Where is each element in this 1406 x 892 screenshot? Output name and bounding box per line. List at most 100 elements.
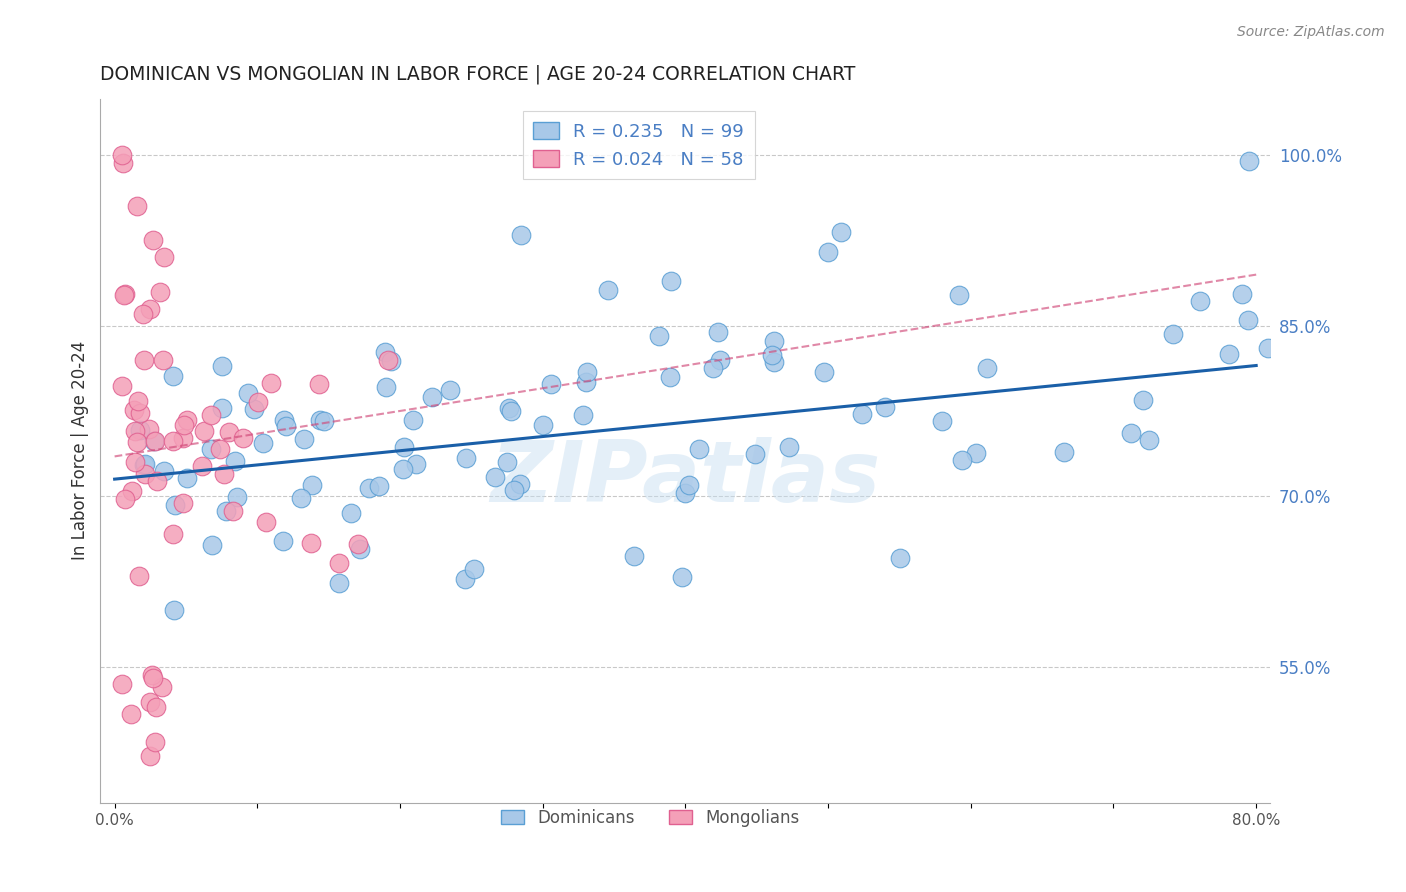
Point — [111, 155, 134, 169]
Point — [706, 325, 728, 339]
Point — [128, 423, 150, 437]
Point — [761, 348, 783, 362]
Point — [309, 412, 332, 426]
Point — [208, 442, 231, 456]
Point — [463, 562, 485, 576]
Point — [1052, 445, 1074, 459]
Point — [120, 706, 142, 721]
Point — [112, 288, 135, 302]
Text: Source: ZipAtlas.com: Source: ZipAtlas.com — [1237, 25, 1385, 39]
Point — [153, 464, 176, 478]
Point — [763, 354, 786, 368]
Point — [139, 301, 162, 316]
Point — [374, 344, 396, 359]
Point — [162, 527, 184, 541]
Point — [139, 749, 162, 764]
Point — [134, 352, 156, 367]
Point — [394, 440, 416, 454]
Point — [111, 148, 134, 162]
Point — [211, 359, 233, 373]
Point — [392, 461, 415, 475]
Point — [232, 431, 254, 445]
Point — [212, 467, 235, 481]
Point — [201, 538, 224, 552]
Point — [301, 478, 323, 492]
Point — [215, 504, 238, 518]
Point — [125, 435, 148, 450]
Point — [439, 384, 461, 398]
Point — [484, 469, 506, 483]
Point — [138, 422, 160, 436]
Point — [142, 434, 165, 448]
Point — [367, 479, 389, 493]
Point — [225, 490, 247, 504]
Point — [153, 251, 176, 265]
Point — [143, 434, 166, 448]
Point — [659, 369, 682, 384]
Point — [508, 477, 530, 491]
Point — [496, 455, 519, 469]
Point — [141, 667, 163, 681]
Point — [247, 395, 270, 409]
Point — [349, 542, 371, 557]
Point — [1132, 393, 1154, 408]
Point — [623, 549, 645, 563]
Point — [1257, 341, 1279, 355]
Point — [308, 377, 330, 392]
Point — [889, 550, 911, 565]
Point — [671, 569, 693, 583]
Point — [254, 515, 277, 529]
Point — [176, 471, 198, 485]
Point — [510, 227, 533, 242]
Point — [292, 432, 315, 446]
Point — [347, 537, 370, 551]
Point — [162, 368, 184, 383]
Point — [301, 536, 323, 550]
Point — [260, 376, 283, 390]
Point — [114, 286, 136, 301]
Point — [176, 413, 198, 427]
Point — [1161, 327, 1184, 342]
Point — [222, 504, 245, 518]
Point — [817, 244, 839, 259]
Point — [143, 735, 166, 749]
Text: ZIPatlas: ZIPatlas — [491, 437, 880, 520]
Point — [976, 360, 998, 375]
Point — [374, 380, 396, 394]
Point — [191, 459, 214, 474]
Point — [501, 403, 523, 417]
Point — [830, 225, 852, 239]
Point — [111, 379, 134, 393]
Point — [238, 386, 260, 401]
Point — [129, 406, 152, 420]
Point — [1189, 293, 1212, 308]
Point — [125, 199, 148, 213]
Point — [778, 440, 800, 454]
Point — [121, 483, 143, 498]
Point — [1218, 347, 1240, 361]
Point — [596, 283, 619, 297]
Point — [340, 506, 363, 520]
Point — [142, 671, 165, 685]
Point — [931, 414, 953, 428]
Point — [224, 454, 246, 468]
Point — [145, 699, 167, 714]
Point — [702, 360, 724, 375]
Point — [965, 446, 987, 460]
Point — [150, 680, 173, 694]
Point — [172, 431, 194, 445]
Point — [575, 375, 598, 389]
Point — [498, 401, 520, 415]
Point — [647, 328, 669, 343]
Point — [659, 274, 682, 288]
Point — [152, 352, 174, 367]
Point — [875, 400, 897, 414]
Text: DOMINICAN VS MONGOLIAN IN LABOR FORCE | AGE 20-24 CORRELATION CHART: DOMINICAN VS MONGOLIAN IN LABOR FORCE | … — [100, 64, 856, 84]
Point — [1237, 153, 1260, 168]
Point — [134, 467, 156, 481]
Point — [762, 334, 785, 348]
Point — [948, 288, 970, 302]
Point — [149, 285, 172, 299]
Point — [1121, 425, 1143, 440]
Point — [359, 481, 381, 495]
